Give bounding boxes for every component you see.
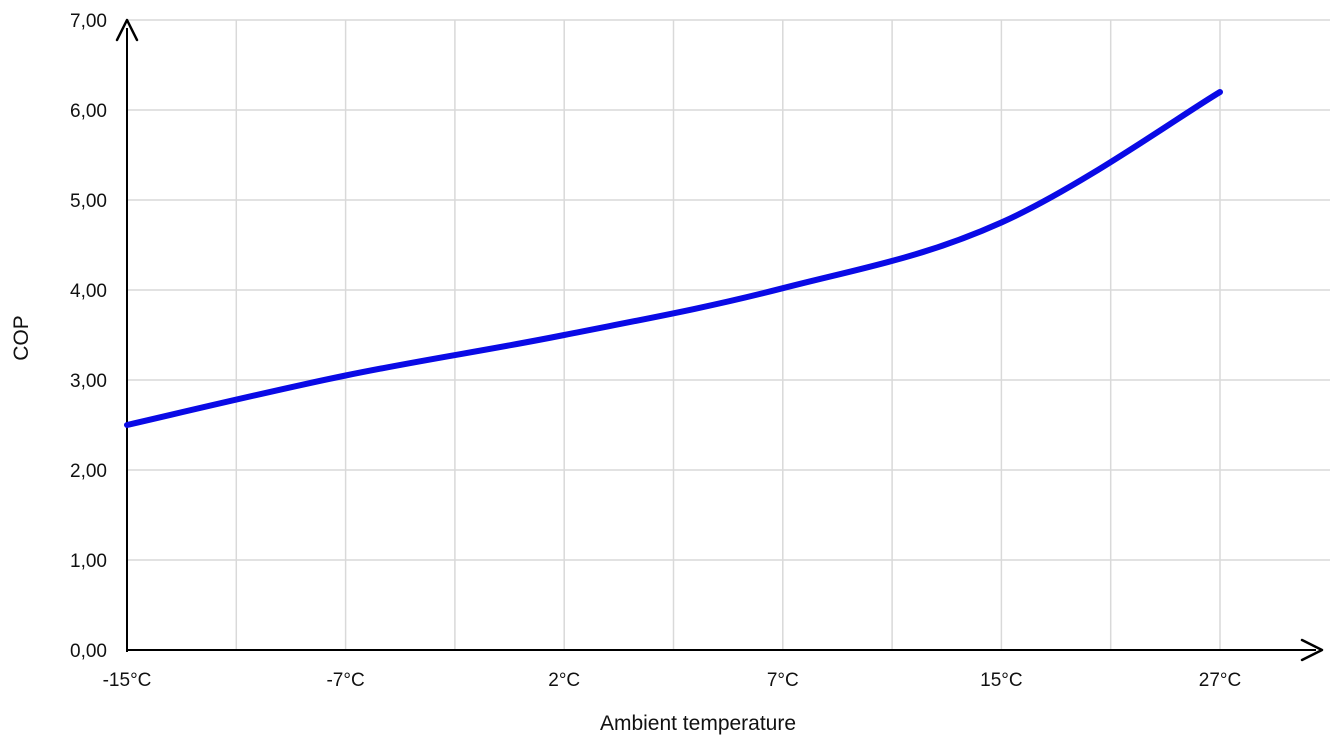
x-axis-arrow-icon (1300, 638, 1324, 662)
y-tick-label: 0,00 (70, 641, 107, 662)
x-tick-label: 27°C (1199, 670, 1241, 691)
y-tick-label: 5,00 (70, 191, 107, 212)
y-tick-labels: 0,00 1,00 2,00 3,00 4,00 5,00 6,00 7,00 (70, 11, 107, 662)
x-tick-label: 7°C (767, 670, 799, 691)
axes (115, 18, 1324, 662)
y-axis-title: COP (10, 315, 33, 361)
grid-lines (127, 19, 1330, 650)
y-tick-label: 7,00 (70, 11, 107, 32)
y-axis-arrow-icon (115, 18, 139, 42)
y-tick-label: 2,00 (70, 461, 107, 482)
y-tick-label: 1,00 (70, 551, 107, 572)
x-axis-title: Ambient temperature (600, 712, 796, 735)
x-tick-labels: -15°C -7°C 2°C 7°C 15°C 27°C (103, 670, 1242, 691)
y-tick-label: 4,00 (70, 281, 107, 302)
x-tick-label: -7°C (326, 670, 364, 691)
series-line-cop (124, 89, 1223, 428)
x-tick-label: 2°C (548, 670, 580, 691)
y-tick-label: 3,00 (70, 371, 107, 392)
y-tick-label: 6,00 (70, 101, 107, 122)
x-tick-label: 15°C (980, 670, 1022, 691)
series (124, 89, 1223, 428)
x-tick-label: -15°C (103, 670, 152, 691)
